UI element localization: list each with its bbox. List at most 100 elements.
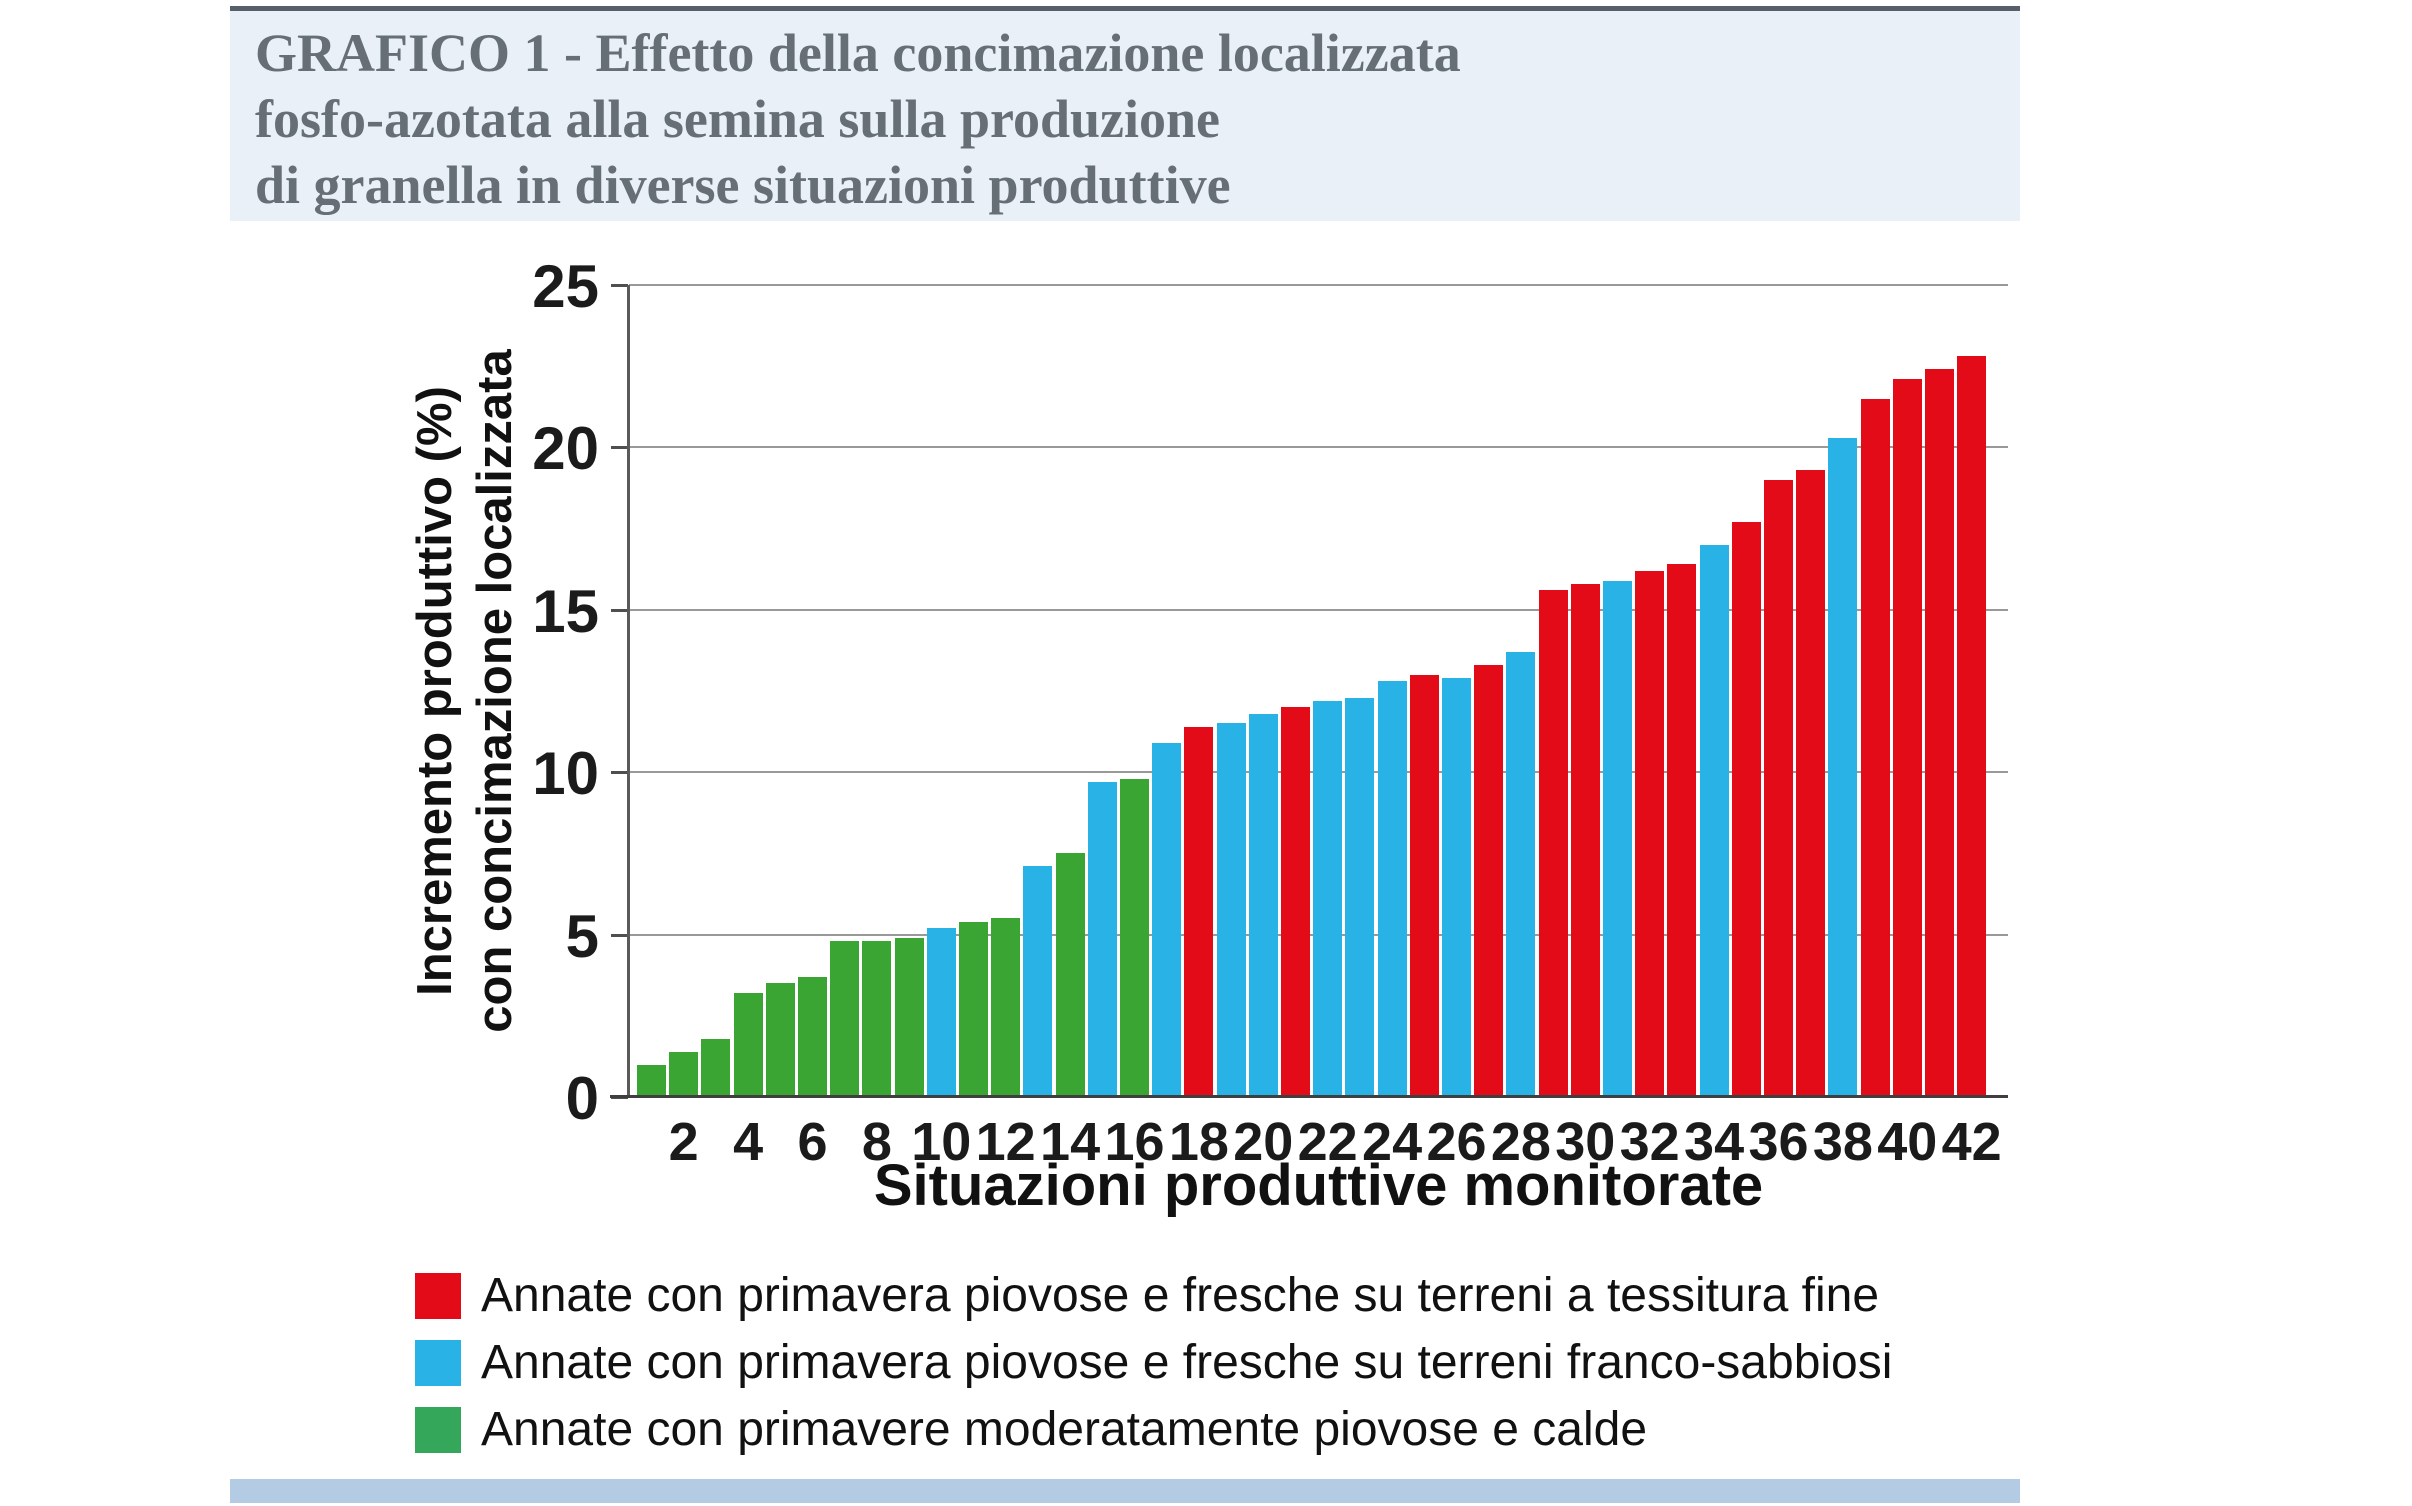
- bar-14: [1055, 853, 1085, 1097]
- bar-5: [765, 983, 795, 1097]
- bar-17: [1152, 742, 1182, 1097]
- bar-20: [1248, 713, 1278, 1097]
- legend-row-3: Annate con primavere moderatamente piovo…: [415, 1396, 2015, 1463]
- x-tick-label-40: 40: [1877, 1112, 1938, 1172]
- x-tick-label-12: 12: [975, 1112, 1036, 1172]
- x-tick-label-34: 34: [1684, 1112, 1745, 1172]
- y-tick-mark-20: [611, 446, 628, 450]
- bar-4: [733, 993, 763, 1097]
- y-tick-label-20: 20: [532, 415, 599, 483]
- legend-swatch-legend_green: [415, 1406, 461, 1453]
- bar-34: [1699, 544, 1729, 1097]
- bar-27: [1474, 665, 1504, 1097]
- y-axis-title: Incremento produttivo (%) con concimazio…: [365, 285, 565, 1097]
- chart-title-line2: fosfo-azotata alla semina sulla produzio…: [255, 89, 1221, 149]
- x-tick-label-26: 26: [1426, 1112, 1487, 1172]
- bar-8: [862, 941, 892, 1097]
- bar-25: [1409, 674, 1439, 1097]
- bar-30: [1570, 583, 1600, 1097]
- bar-1: [637, 1064, 666, 1097]
- legend-label-3: Annate con primavere moderatamente piovo…: [481, 1403, 1648, 1456]
- legend-swatch-blue: [415, 1339, 461, 1386]
- bar-39: [1860, 398, 1890, 1097]
- y-tick-mark-15: [611, 608, 628, 612]
- bar-32: [1635, 570, 1665, 1097]
- bar-13: [1023, 866, 1053, 1097]
- x-axis-title: Situazioni produttive monitorate: [873, 1153, 1764, 1218]
- gridline-y-25: [629, 284, 2008, 286]
- bar-9: [894, 937, 924, 1097]
- bar-11: [959, 921, 988, 1097]
- bar-26: [1442, 678, 1471, 1097]
- legend-swatch-red: [415, 1272, 461, 1319]
- bar-38: [1828, 437, 1858, 1097]
- x-tick-label-36: 36: [1748, 1112, 1809, 1172]
- bar-28: [1506, 652, 1536, 1097]
- bar-2: [669, 1051, 699, 1097]
- chart-plot-area: [629, 284, 2008, 1097]
- bar-23: [1345, 697, 1375, 1097]
- bar-33: [1667, 564, 1697, 1097]
- gridline-y-20: [629, 446, 2008, 449]
- x-tick-label-4: 4: [733, 1112, 764, 1172]
- x-tick-label-20: 20: [1233, 1112, 1294, 1172]
- x-tick-label-28: 28: [1490, 1112, 1551, 1172]
- y-tick-mark-25: [611, 284, 628, 287]
- x-tick-label-6: 6: [797, 1112, 828, 1172]
- bar-31: [1603, 580, 1632, 1097]
- bar-18: [1184, 726, 1214, 1097]
- bar-15: [1087, 781, 1117, 1097]
- x-tick-label-14: 14: [1040, 1112, 1101, 1172]
- legend-label-2: Annate con primavera piovose e fresche s…: [481, 1336, 1893, 1389]
- bar-10: [926, 928, 956, 1097]
- bar-35: [1731, 522, 1761, 1097]
- legend-row-1: Annate con primavera piovose e fresche s…: [415, 1262, 2015, 1329]
- x-tick-label-8: 8: [861, 1112, 892, 1172]
- x-tick-label-24: 24: [1362, 1112, 1423, 1172]
- top-rule: [230, 6, 2020, 11]
- x-axis-line: [610, 1095, 2008, 1098]
- bar-37: [1796, 470, 1826, 1097]
- y-tick-label-10: 10: [532, 740, 599, 808]
- x-tick-label-16: 16: [1104, 1112, 1165, 1172]
- x-tick-label-2: 2: [668, 1112, 699, 1172]
- title-band: GRAFICO 1 - Effetto della concimazione l…: [230, 11, 2020, 221]
- y-tick-label-25: 25: [532, 253, 599, 320]
- bar-42: [1957, 356, 1987, 1097]
- bar-29: [1538, 590, 1568, 1097]
- x-tick-label-30: 30: [1555, 1112, 1616, 1172]
- gridline-y-15: [629, 608, 2008, 611]
- chart-title-line3: di granella in diverse situazioni produt…: [255, 155, 1231, 215]
- y-tick-label-15: 15: [532, 577, 599, 645]
- bar-36: [1764, 479, 1793, 1097]
- bar-40: [1892, 379, 1922, 1097]
- bar-3: [701, 1038, 731, 1097]
- bar-7: [830, 941, 860, 1097]
- x-tick-label-38: 38: [1812, 1112, 1873, 1172]
- bottom-band: [230, 1479, 2020, 1503]
- bar-41: [1925, 369, 1954, 1097]
- legend-row-2: Annate con primavera piovose e fresche s…: [415, 1329, 2015, 1396]
- bar-16: [1120, 778, 1149, 1097]
- bar-22: [1313, 700, 1343, 1097]
- x-tick-label-22: 22: [1297, 1112, 1358, 1172]
- y-axis-line: [627, 285, 630, 1098]
- chart-title: GRAFICO 1 - Effetto della concimazione l…: [255, 20, 1995, 218]
- bar-6: [798, 976, 827, 1097]
- bar-12: [991, 918, 1021, 1097]
- bar-19: [1216, 723, 1246, 1097]
- y-axis-title-line1: Incremento produttivo (%): [408, 386, 462, 996]
- x-tick-label-32: 32: [1619, 1112, 1680, 1172]
- legend: Annate con primavera piovose e fresche s…: [415, 1262, 2015, 1463]
- y-tick-mark-5: [611, 933, 628, 937]
- x-tick-label-18: 18: [1168, 1112, 1229, 1172]
- y-tick-label-0: 0: [565, 1065, 599, 1132]
- x-tick-label-42: 42: [1941, 1112, 2002, 1172]
- legend-label-1: Annate con primavera piovose e fresche s…: [481, 1269, 1880, 1322]
- chart-title-line1: GRAFICO 1 - Effetto della concimazione l…: [255, 23, 1461, 83]
- bar-21: [1281, 707, 1310, 1097]
- y-tick-mark-10: [611, 771, 628, 775]
- y-tick-label-5: 5: [565, 902, 599, 970]
- bar-24: [1377, 681, 1407, 1097]
